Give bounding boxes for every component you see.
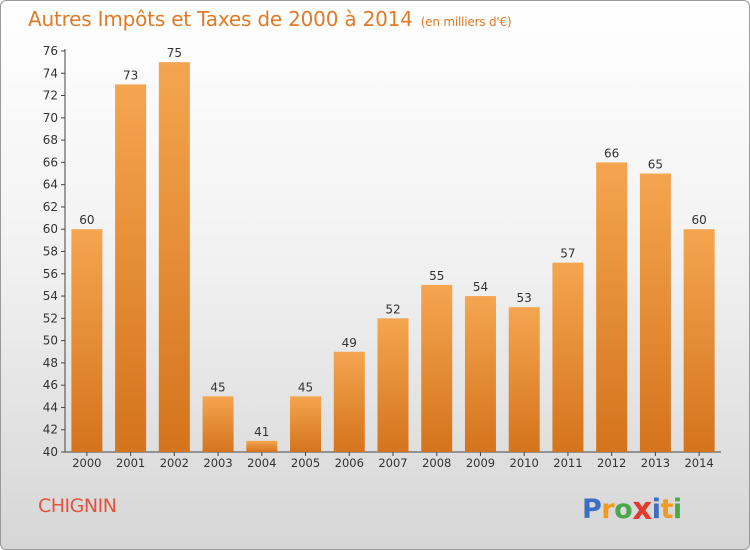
bar xyxy=(158,62,190,453)
x-tick-label: 2009 xyxy=(466,456,495,470)
y-tick-label: 72 xyxy=(43,89,58,103)
x-tick-label: 2012 xyxy=(597,456,626,470)
x-tick-label: 2005 xyxy=(291,456,320,470)
data-label: 65 xyxy=(648,158,663,172)
y-tick-label: 62 xyxy=(43,200,58,214)
logo-letter: r xyxy=(601,494,615,525)
y-tick-label: 54 xyxy=(43,289,58,303)
x-tick-label: 2000 xyxy=(72,456,101,470)
axes: 40 42 44 46 48 50 52 54 56 58 60 62 64 66 68 70 72 74 76 20… xyxy=(43,44,721,470)
y-tick-label: 68 xyxy=(43,133,58,147)
x-tick-label: 2007 xyxy=(378,456,407,470)
data-label: 73 xyxy=(123,68,138,82)
y-tick-label: 50 xyxy=(43,334,58,348)
x-tick-label: 2004 xyxy=(247,456,276,470)
y-tick-label: 56 xyxy=(43,267,58,281)
x-tick-label: 2013 xyxy=(641,456,670,470)
chart-subtitle: (en milliers d'€) xyxy=(420,15,512,29)
y-tick-label: 70 xyxy=(43,111,58,125)
y-tick-label: 44 xyxy=(43,400,58,414)
commune-name: CHIGNIN xyxy=(38,495,117,517)
y-tick-label: 42 xyxy=(43,423,58,437)
data-label: 57 xyxy=(560,247,575,261)
bar xyxy=(202,396,234,452)
proxiti-logo: Proxiti xyxy=(582,490,682,527)
y-tick-label: 40 xyxy=(43,445,58,459)
y-tick-label: 60 xyxy=(43,222,58,236)
data-label: 45 xyxy=(210,380,225,394)
data-label: 45 xyxy=(298,380,313,394)
x-tick-label: 2006 xyxy=(335,456,364,470)
data-label: 52 xyxy=(385,302,400,316)
data-label: 41 xyxy=(254,425,269,439)
logo-letter: t xyxy=(660,494,673,525)
bar xyxy=(377,318,409,452)
bar xyxy=(639,173,671,452)
bar xyxy=(246,440,278,452)
y-tick-label: 58 xyxy=(43,245,58,259)
bar xyxy=(115,84,147,453)
y-tick-label: 52 xyxy=(43,311,58,325)
chart-title: Autres Impôts et Taxes de 2000 à 2014 (en… xyxy=(28,7,512,31)
data-labels: 60 73 75 45 41 45 49 52 55 54 53 57 66 65 60 xyxy=(79,46,707,439)
data-label: 53 xyxy=(517,291,532,305)
x-tick-label: 2003 xyxy=(203,456,232,470)
y-tick-label: 76 xyxy=(43,44,58,58)
logo-letter: i xyxy=(672,494,682,525)
logo-letter: i xyxy=(651,494,661,525)
bar xyxy=(71,229,103,452)
x-tick-label: 2010 xyxy=(510,456,539,470)
y-tick-label: 66 xyxy=(43,155,58,169)
y-tick-label: 74 xyxy=(43,66,58,80)
data-label: 75 xyxy=(167,46,182,60)
data-label: 60 xyxy=(691,213,706,227)
logo-letter: x xyxy=(632,491,652,527)
data-label: 66 xyxy=(604,146,619,160)
data-label: 54 xyxy=(473,280,488,294)
x-tick-label: 2011 xyxy=(553,456,582,470)
bar xyxy=(290,396,322,452)
bar xyxy=(508,307,540,452)
y-tick-label: 46 xyxy=(43,378,58,392)
bar xyxy=(464,296,496,452)
y-tick-label: 48 xyxy=(43,356,58,370)
bar xyxy=(596,162,628,452)
logo-letter: P xyxy=(582,494,602,525)
x-tick-label: 2008 xyxy=(422,456,451,470)
data-label: 60 xyxy=(79,213,94,227)
bar xyxy=(333,351,365,452)
bar xyxy=(552,262,584,452)
x-tick-label: 2002 xyxy=(160,456,189,470)
bars xyxy=(71,62,715,453)
data-label: 49 xyxy=(342,336,357,350)
y-tick-label: 64 xyxy=(43,178,58,192)
bar xyxy=(683,229,715,452)
data-label: 55 xyxy=(429,269,444,283)
logo-letter: o xyxy=(614,494,633,525)
x-tick-label: 2014 xyxy=(684,456,713,470)
chart-title-text: Autres Impôts et Taxes de 2000 à 2014 xyxy=(28,7,413,31)
bar xyxy=(421,284,453,452)
x-tick-label: 2001 xyxy=(116,456,145,470)
